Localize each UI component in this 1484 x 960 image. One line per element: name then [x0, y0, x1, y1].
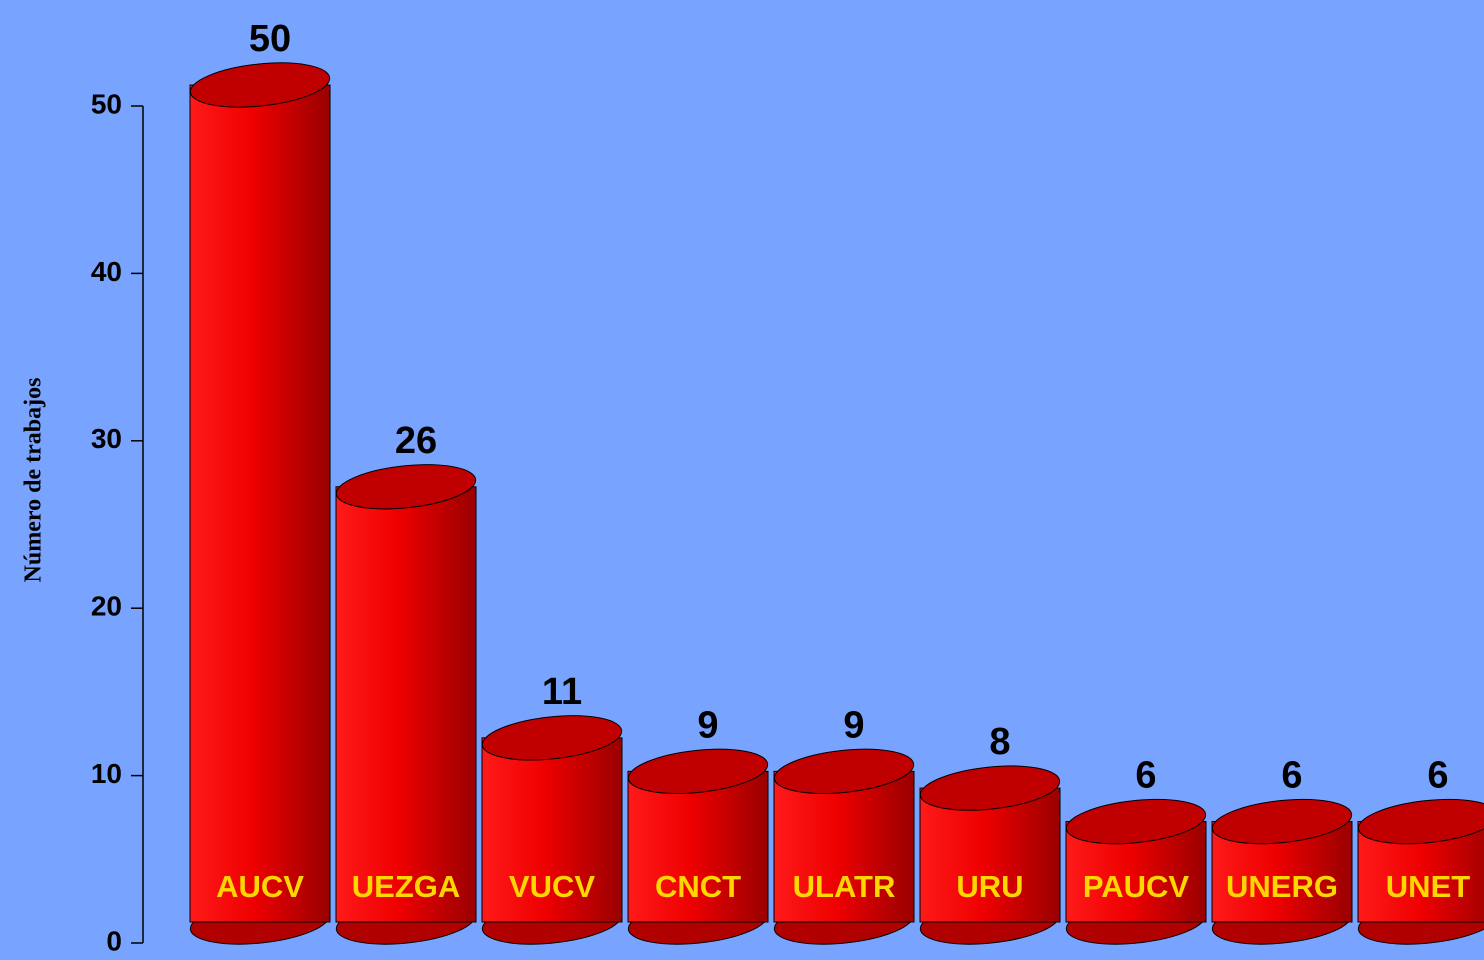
category-label: URU	[956, 869, 1023, 904]
category-label: PAUCV	[1083, 869, 1190, 904]
bar	[773, 748, 915, 945]
value-label: 6	[1427, 755, 1448, 797]
category-label: ULATR	[793, 869, 896, 904]
bar	[481, 715, 623, 945]
bar	[335, 464, 477, 945]
bar-body	[481, 737, 623, 923]
y-tick-label: 50	[91, 88, 122, 119]
bar-top	[627, 748, 769, 794]
value-label: 6	[1281, 755, 1302, 797]
bar-top	[481, 715, 623, 761]
y-tick-label: 10	[91, 758, 122, 789]
bar-top	[189, 62, 331, 108]
bar-top	[1211, 798, 1353, 845]
bar	[1357, 798, 1484, 945]
value-label: 9	[697, 704, 718, 746]
bar-top	[335, 464, 477, 510]
bar	[1065, 798, 1207, 945]
bar-body	[919, 787, 1061, 923]
bar-body	[773, 770, 915, 923]
category-label: UNERG	[1226, 869, 1338, 904]
category-label: UEZGA	[352, 869, 461, 904]
category-label: AUCV	[216, 869, 304, 904]
bar-top	[919, 765, 1061, 811]
bar-body	[189, 84, 331, 923]
value-label: 9	[843, 704, 864, 746]
category-label: CNCT	[655, 869, 741, 904]
value-label: 6	[1135, 755, 1156, 797]
bar-top	[1065, 798, 1207, 845]
y-tick-label: 30	[91, 423, 122, 454]
y-tick-label: 40	[91, 256, 122, 287]
y-axis-label: Número de trabajos	[21, 378, 47, 583]
bar-body	[627, 770, 769, 923]
value-label: 50	[249, 18, 291, 60]
bar	[1211, 798, 1353, 945]
bar	[189, 62, 331, 945]
bar-top	[1357, 798, 1484, 845]
bar-top	[773, 748, 915, 794]
value-label: 8	[989, 721, 1010, 763]
bar	[919, 765, 1061, 945]
y-tick-label: 20	[91, 591, 122, 622]
bar	[627, 748, 769, 945]
value-label: 26	[395, 420, 437, 462]
bar-body	[335, 486, 477, 923]
y-tick-label: 0	[106, 925, 122, 956]
category-label: UNET	[1386, 869, 1470, 904]
category-label: VUCV	[509, 869, 595, 904]
value-label: 11	[542, 671, 582, 713]
